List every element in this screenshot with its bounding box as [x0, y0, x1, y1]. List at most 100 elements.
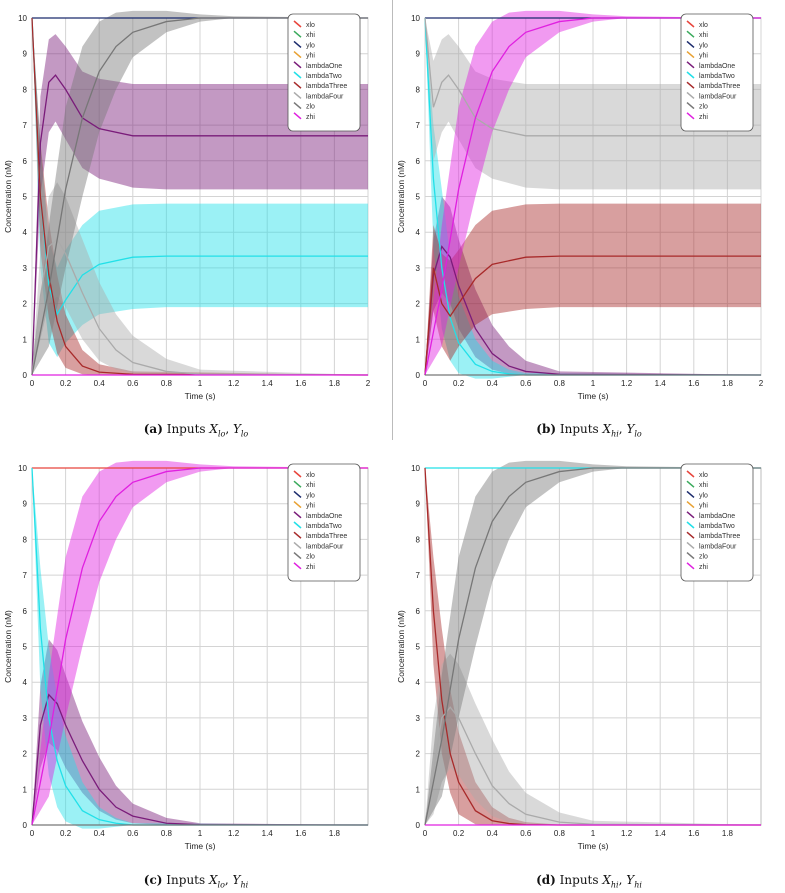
legend-label-lambdaOne: lambdaOne — [699, 63, 735, 70]
legend-label-zlo: zlo — [306, 554, 315, 561]
legend-swatch-zlo — [293, 102, 302, 110]
legend-label-zhi: zhi — [699, 564, 708, 571]
legend: xlo xhi ylo yhi lambdaOne lambdaTwo lambdaThre… — [680, 463, 754, 582]
legend-swatch-xlo — [686, 20, 695, 28]
y-tick-label: 8 — [23, 85, 28, 94]
series-line-lambdaThree — [31, 17, 369, 376]
legend-label-ylo: ylo — [699, 42, 708, 49]
x-tick-label: 1.8 — [329, 829, 341, 838]
x-tick-label: 1.2 — [621, 379, 633, 388]
x-tick-label: 1.8 — [329, 379, 341, 388]
legend-label-lambdaTwo: lambdaTwo — [699, 73, 735, 80]
x-tick-label: 0 — [423, 829, 428, 838]
series-line-zhi — [31, 467, 368, 826]
series-line-lambdaOne — [424, 245, 762, 376]
y-tick-label: 7 — [416, 121, 421, 130]
x-axis-label: Time (s) — [578, 391, 609, 401]
legend-swatch-lambdaTwo — [686, 521, 695, 529]
y-tick-label: 2 — [416, 750, 421, 759]
y-tick-label: 9 — [23, 500, 28, 509]
legend-swatch-lambdaTwo — [293, 71, 302, 79]
y-tick-label: 8 — [416, 85, 421, 94]
series-line-lambdaFour — [31, 238, 369, 376]
plot-d: 0 0.2 0.4 0.6 0.8 1 1.2 1.4 1.6 1.8 0 1 2 3 4 5 6 7 8 9 10 Ti… — [396, 460, 762, 851]
series-line-zlo — [424, 467, 761, 826]
y-tick-label: 2 — [23, 750, 28, 759]
legend-swatch-yhi — [293, 501, 302, 509]
y-axis-label: Concentration (nM) — [3, 160, 13, 233]
y-tick-label: 8 — [23, 535, 28, 544]
legend-swatch-yhi — [686, 51, 695, 59]
y-tick-label: 5 — [416, 643, 421, 652]
y-tick-label: 1 — [416, 785, 421, 794]
y-axis-label: Concentration (nM) — [396, 610, 406, 683]
x-axis-label: Time (s) — [185, 841, 216, 851]
legend-swatch-zhi — [293, 562, 302, 570]
y-tick-label: 9 — [416, 50, 421, 59]
legend-label-lambdaFour: lambdaFour — [699, 543, 737, 550]
y-tick-label: 7 — [23, 121, 28, 130]
y-tick-label: 8 — [416, 535, 421, 544]
x-tick-label: 0.8 — [161, 829, 173, 838]
legend-swatch-xlo — [686, 470, 695, 478]
band-lambdaThree — [425, 468, 761, 825]
band-lambdaThree — [425, 203, 761, 375]
y-tick-label: 1 — [416, 335, 421, 344]
legend-swatch-lambdaTwo — [686, 71, 695, 79]
y-tick-label: 2 — [416, 300, 421, 309]
x-tick-label: 0.2 — [453, 829, 465, 838]
legend-label-yhi: yhi — [306, 53, 315, 60]
legend-label-xhi: xhi — [699, 482, 708, 489]
x-tick-label: 2 — [366, 379, 371, 388]
y-tick-label: 0 — [23, 821, 28, 830]
legend-label-zhi: zhi — [306, 114, 315, 121]
legend-swatch-zhi — [686, 562, 695, 570]
x-tick-label: 0 — [423, 379, 428, 388]
caption-a: (a) Inputs Xlo, Ylo — [143, 422, 249, 439]
legend: xlo xhi ylo yhi lambdaOne lambdaTwo lambdaThre… — [680, 13, 754, 132]
y-tick-label: 10 — [411, 464, 420, 473]
x-tick-label: 0.6 — [520, 379, 532, 388]
y-axis-label: Concentration (nM) — [396, 160, 406, 233]
x-tick-label: 0.8 — [554, 379, 566, 388]
y-tick-label: 3 — [416, 264, 421, 273]
y-tick-label: 6 — [23, 607, 28, 616]
y-tick-label: 3 — [23, 264, 28, 273]
y-tick-label: 0 — [416, 371, 421, 380]
legend-label-lambdaOne: lambdaOne — [306, 513, 342, 520]
legend: xlo xhi ylo yhi lambdaOne lambdaTwo lambdaThre… — [287, 13, 361, 132]
x-tick-label: 0.2 — [60, 379, 72, 388]
x-tick-label: 1.6 — [688, 829, 700, 838]
legend-label-zlo: zlo — [306, 104, 315, 111]
legend-swatch-zlo — [686, 552, 695, 560]
x-axis-label: Time (s) — [185, 391, 216, 401]
legend-swatch-yhi — [293, 51, 302, 59]
plot-a: 0 0.2 0.4 0.6 0.8 1 1.2 1.4 1.6 1.8 2 0 1 2 3 4 5 6 7 8 9 10 T… — [3, 10, 371, 401]
y-tick-label: 4 — [416, 228, 421, 237]
series-line-lambdaOne — [31, 74, 368, 376]
x-tick-label: 1.2 — [228, 379, 240, 388]
legend-swatch-lambdaThree — [686, 531, 695, 539]
legend-box — [680, 13, 754, 132]
y-tick-label: 5 — [23, 643, 28, 652]
legend-box — [287, 463, 361, 582]
legend-swatch-xlo — [293, 20, 302, 28]
caption-b: (b) Inputs Xhi, Ylo — [536, 422, 642, 439]
y-tick-label: 3 — [416, 714, 421, 723]
x-tick-label: 1.8 — [722, 829, 734, 838]
x-tick-label: 0.4 — [487, 379, 499, 388]
x-tick-label: 0.8 — [554, 829, 566, 838]
x-tick-label: 1.6 — [295, 379, 307, 388]
legend-swatch-lambdaFour — [686, 91, 695, 99]
legend-swatch-ylo — [293, 40, 302, 48]
legend-label-xlo: xlo — [306, 472, 315, 479]
y-tick-label: 1 — [23, 335, 28, 344]
y-tick-label: 5 — [416, 193, 421, 202]
band-lambdaFour — [425, 18, 761, 190]
legend-label-lambdaThree: lambdaThree — [306, 83, 347, 90]
x-axis-label: Time (s) — [578, 841, 609, 851]
legend-swatch-lambdaOne — [686, 61, 695, 69]
series-line-zhi — [424, 17, 761, 376]
legend-swatch-ylo — [293, 490, 302, 498]
legend-swatch-lambdaFour — [293, 541, 302, 549]
